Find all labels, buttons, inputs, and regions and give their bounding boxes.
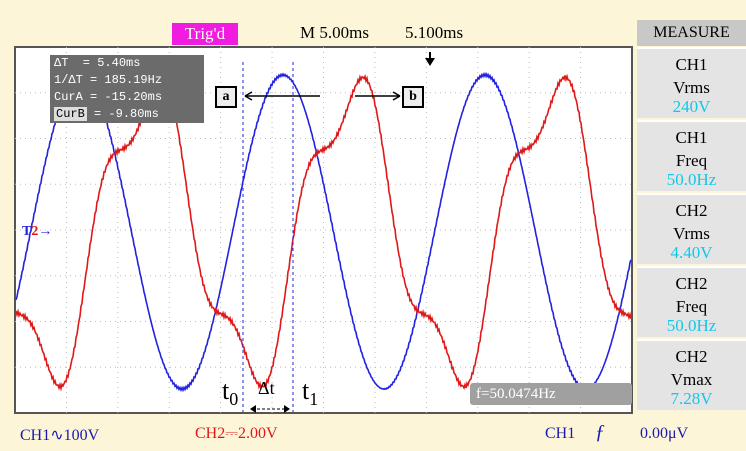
- readout-row: ΔT = 5.40ms: [50, 55, 204, 72]
- measure-value: 4.40V: [637, 243, 746, 262]
- trigger-source: CH1: [545, 425, 575, 443]
- measure-quantity: Freq: [637, 297, 746, 316]
- frequency-counter: f=50.0474Hz: [470, 383, 632, 405]
- cursor-a-label: a: [215, 86, 237, 108]
- readout-row: CurB = -9.80ms: [50, 106, 204, 123]
- readout-value: = 5.40ms: [68, 56, 140, 70]
- t0-sub: 0: [229, 389, 238, 409]
- readout-row: 1/ΔT = 185.19Hz: [50, 72, 204, 89]
- trigger-edge: ƒ: [595, 421, 605, 444]
- readout-label: CurB: [54, 107, 87, 121]
- marker-arrow: →: [38, 224, 52, 239]
- measure-channel: CH2: [637, 274, 746, 293]
- ch2-scale: CH2⎓2.00V: [195, 425, 278, 443]
- measure-value: 7.28V: [637, 389, 746, 408]
- marker-t: T: [22, 224, 31, 239]
- measure-channel: CH2: [637, 347, 746, 366]
- measure-channel: CH1: [637, 128, 746, 147]
- measure-title: MEASURE: [637, 20, 746, 46]
- measure-quantity: Freq: [637, 151, 746, 170]
- readout-value: = -9.80ms: [87, 107, 159, 121]
- cursor-b-label: b: [402, 86, 424, 108]
- oscilloscope-screen: Trig'd M 5.00ms 5.100ms a b t0 Δt t1 T2→…: [0, 0, 746, 451]
- ch1-scale: CH1∿100V: [20, 425, 99, 445]
- trigger-level: 0.00μV: [640, 425, 688, 443]
- readout-value: = 185.19Hz: [83, 73, 162, 87]
- readout-row: CurA = -15.20ms: [50, 89, 204, 106]
- trigger-level-marker: T2→: [22, 224, 52, 240]
- measure-quantity: Vmax: [637, 370, 746, 389]
- delta-t-label: Δt: [258, 378, 275, 399]
- measure-quantity: Vrms: [637, 224, 746, 243]
- t1-label: t1: [302, 376, 318, 410]
- readout-label: 1/ΔT: [54, 73, 83, 87]
- t1-sub: 1: [309, 389, 318, 409]
- measure-channel: CH2: [637, 201, 746, 220]
- readout-label: CurA: [54, 90, 83, 104]
- readout-value: = -15.20ms: [83, 90, 162, 104]
- measure-channel: CH1: [637, 55, 746, 74]
- readout-label: ΔT: [54, 56, 68, 70]
- measure-value: 50.0Hz: [637, 316, 746, 335]
- measure-quantity: Vrms: [637, 78, 746, 97]
- measure-value: 240V: [637, 97, 746, 116]
- measure-value: 50.0Hz: [637, 170, 746, 189]
- t0-label: t0: [222, 376, 238, 410]
